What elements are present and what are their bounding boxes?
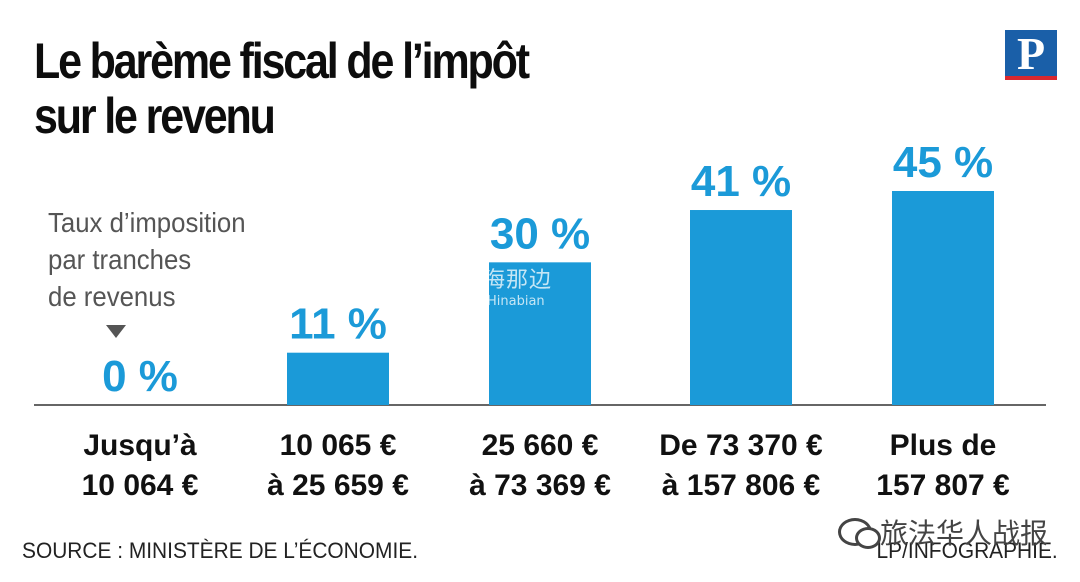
category-label-4-line-1: Plus de bbox=[890, 429, 997, 462]
chart-title: Le barème fiscal de l’impôt sur le reven… bbox=[34, 33, 530, 144]
category-label-0-line-2: 10 064 € bbox=[82, 469, 199, 502]
bar-series: 0 % Jusqu’à 10 064 € 11 % 10 065 € à 25 659 €… bbox=[82, 138, 1010, 502]
bar-value-label-3: 41 % bbox=[691, 157, 791, 206]
wechat-icon bbox=[838, 518, 881, 549]
bar-4 bbox=[892, 191, 994, 405]
category-label-1-line-2: à 25 659 € bbox=[267, 469, 409, 502]
category-label-3-line-2: à 157 806 € bbox=[662, 469, 821, 502]
credit-note: LP/INFOGRAPHIE. bbox=[876, 538, 1058, 563]
category-label-2-line-1: 25 660 € bbox=[482, 429, 599, 462]
hinabian-watermark: 海那边 Hinabian bbox=[465, 262, 615, 312]
bar-3 bbox=[690, 210, 792, 405]
source-note: SOURCE : MINISTÈRE DE L’ÉCONOMIE. bbox=[22, 538, 419, 563]
category-label-2-line-2: à 73 369 € bbox=[469, 469, 611, 502]
category-label-3-line-1: De 73 370 € bbox=[659, 429, 823, 462]
bar-value-label-2: 30 % bbox=[490, 209, 590, 258]
category-label-0-line-1: Jusqu’à bbox=[83, 429, 197, 462]
category-label-1-line-1: 10 065 € bbox=[280, 429, 397, 462]
subtitle-line-1: Taux d’imposition bbox=[48, 207, 246, 238]
chart-title-line-1: Le barème fiscal de l’impôt bbox=[34, 33, 530, 89]
subtitle-line-3: de revenus bbox=[48, 281, 176, 312]
watermark-en: Hinabian bbox=[487, 294, 545, 309]
bar-value-label-1: 11 % bbox=[289, 300, 387, 349]
bar-value-label-4: 45 % bbox=[893, 138, 993, 187]
bar-1 bbox=[287, 352, 389, 405]
wechat-account-badge: 旅法华人战报 bbox=[838, 512, 1048, 552]
watermark-cn: 海那边 bbox=[483, 268, 553, 293]
chart-subtitle: Taux d’imposition par tranches de revenu… bbox=[48, 204, 246, 315]
category-label-4-line-2: 157 807 € bbox=[876, 469, 1010, 502]
down-triangle-icon bbox=[106, 325, 126, 338]
le-parisien-logo: P bbox=[1005, 30, 1057, 80]
subtitle-line-2: par tranches bbox=[48, 244, 192, 275]
bar-value-label-0: 0 % bbox=[102, 352, 178, 401]
chart-title-line-2: sur le revenu bbox=[34, 88, 276, 144]
bar-2 bbox=[489, 262, 591, 405]
wechat-account-name: 旅法华人战报 bbox=[880, 517, 1049, 550]
